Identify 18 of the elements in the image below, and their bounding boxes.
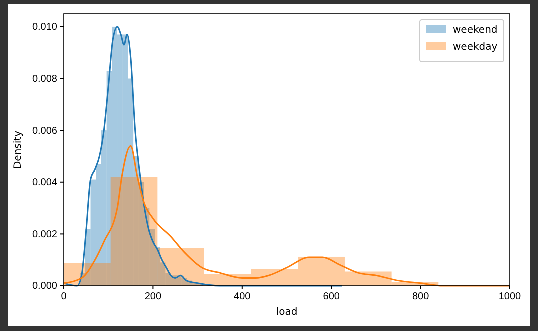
x-tick-label: 600 <box>323 292 340 303</box>
y-tick-label: 0.000 <box>32 281 58 292</box>
x-tick-label: 400 <box>234 292 252 303</box>
y-tick-label: 0.010 <box>32 22 58 34</box>
y-axis-title: Density <box>13 130 24 170</box>
x-tick-label: 200 <box>144 292 162 303</box>
line-series <box>63 145 511 287</box>
x-tick-label: 0 <box>61 292 68 303</box>
y-tick-label: 0.004 <box>32 178 58 189</box>
legend-label: weekday <box>453 42 498 53</box>
line-series <box>63 26 344 287</box>
y-tick-label: 0.008 <box>32 74 58 85</box>
y-tick-label: 0.006 <box>32 126 58 137</box>
x-tick-label: 800 <box>412 292 430 303</box>
legend-label: weekend <box>453 25 498 36</box>
x-tick-label: 1000 <box>498 292 522 303</box>
x-axis-title: load <box>276 307 298 318</box>
y-tick-label: 0.002 <box>32 229 58 240</box>
